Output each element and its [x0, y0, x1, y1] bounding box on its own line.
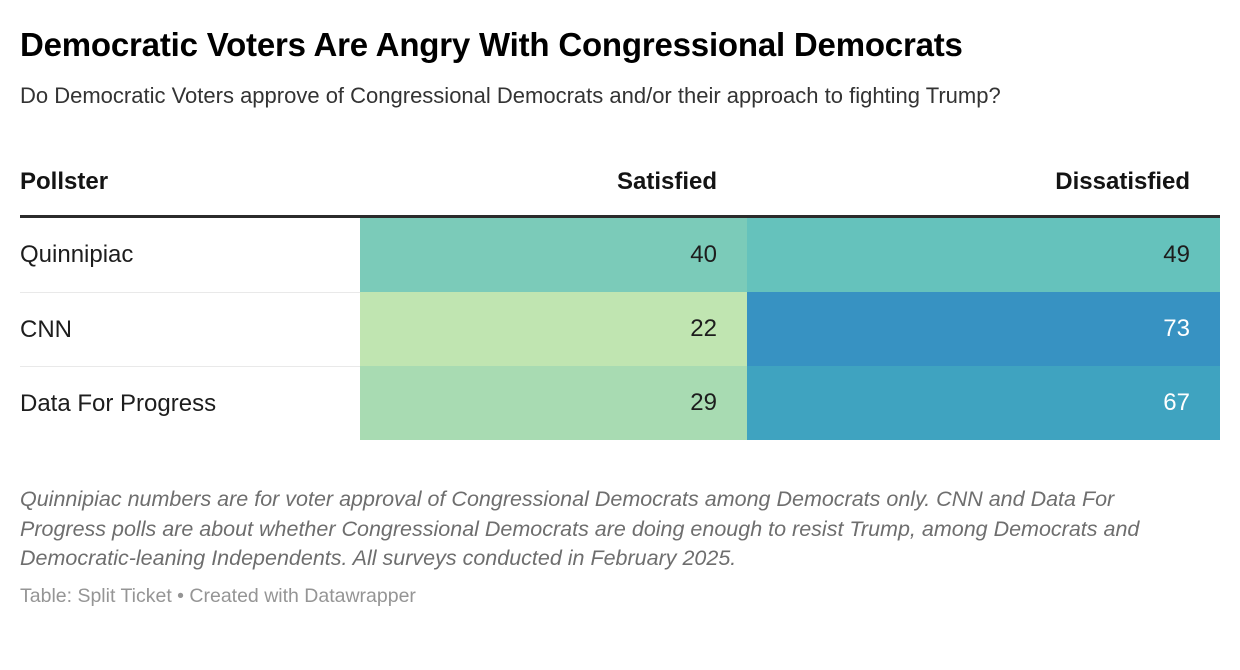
row-label-data-for-progress: Data For Progress — [20, 366, 360, 440]
cell-quinnipiac-dissatisfied: 49 — [747, 218, 1220, 293]
column-header-pollster: Pollster — [20, 168, 109, 196]
column-header-dissatisfied: Dissatisfied — [1055, 168, 1190, 196]
chart-credit: Table: Split Ticket • Created with Dataw… — [20, 585, 416, 608]
table-row: Data For Progress 29 67 — [20, 366, 1220, 441]
chart-footnote: Quinnipiac numbers are for voter approva… — [20, 487, 1140, 571]
chart-container: Democratic Voters Are Angry With Congres… — [20, 26, 1220, 608]
table-row: Quinnipiac 40 49 — [20, 218, 1220, 293]
column-header-satisfied: Satisfied — [616, 168, 717, 196]
row-label-cnn: CNN — [20, 292, 360, 366]
chart-subtitle: Do Democratic Voters approve of Congress… — [20, 82, 1001, 108]
poll-table: Pollster Satisfied Dissatisfied Quinnipi… — [20, 168, 1220, 441]
table-header-row: Pollster Satisfied Dissatisfied — [20, 168, 1220, 219]
row-label-quinnipiac: Quinnipiac — [20, 241, 134, 269]
cell-quinnipiac-satisfied: 40 — [360, 218, 747, 293]
chart-title: Democratic Voters Are Angry With Congres… — [20, 26, 963, 63]
cell-dfp-dissatisfied: 67 — [747, 366, 1220, 441]
table-row: CNN 22 73 — [20, 292, 1220, 367]
cell-cnn-satisfied: 22 — [360, 292, 747, 367]
cell-cnn-dissatisfied: 73 — [747, 292, 1220, 367]
cell-dfp-satisfied: 29 — [360, 366, 747, 441]
